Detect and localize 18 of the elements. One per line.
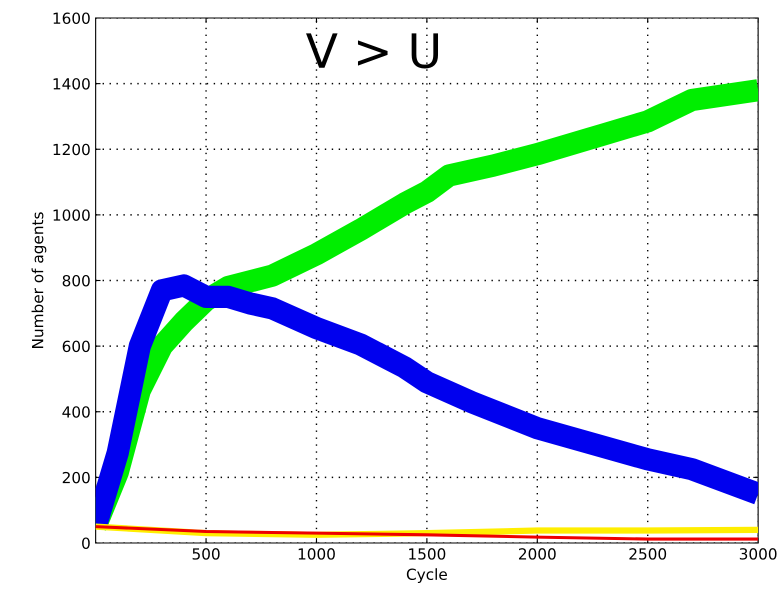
y-tick-label: 600 xyxy=(62,340,90,352)
x-axis-title: Cycle xyxy=(406,568,447,583)
x-tick-label: 2000 xyxy=(518,548,556,560)
y-tick-label: 1600 xyxy=(54,12,90,24)
y-tick-label: 1400 xyxy=(54,78,90,90)
x-tick-label: 2500 xyxy=(629,548,666,560)
x-tick-label: 500 xyxy=(192,548,220,560)
y-axis-title: Number of agents xyxy=(32,212,46,348)
y-tick-label: 800 xyxy=(62,274,90,287)
x-tick-label: 1000 xyxy=(298,548,335,560)
y-tick-label: 0 xyxy=(82,537,90,550)
x-tick-label: 3000 xyxy=(740,548,777,560)
y-tick-label: 1000 xyxy=(54,209,90,221)
y-tick-label: 400 xyxy=(62,406,90,418)
annotation: V > U xyxy=(306,33,438,68)
x-tick-label: 1500 xyxy=(409,548,446,560)
y-tick-label: 1200 xyxy=(54,144,90,156)
y-tick-label: 200 xyxy=(62,472,90,484)
